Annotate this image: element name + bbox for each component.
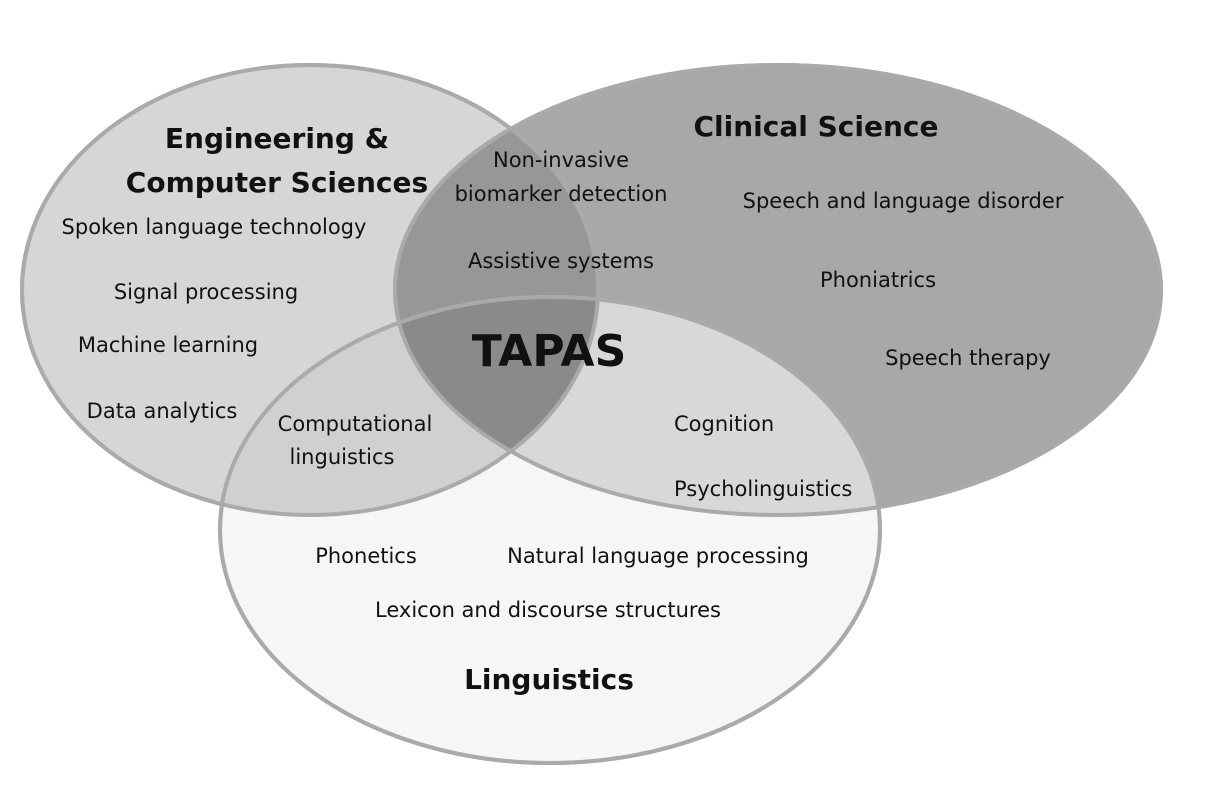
overlap-eng-clinical-line2: biomarker detection (455, 182, 668, 206)
overlap-clin-ling-cognition: Cognition (674, 412, 774, 436)
clinical-item-speech-language-disorder: Speech and language disorder (743, 189, 1064, 213)
linguistics-outline (218, 295, 882, 765)
engineering-heading-line2: Computer Sciences (126, 166, 428, 199)
linguistics-item-phonetics: Phonetics (315, 544, 417, 568)
engineering-item-spoken-language: Spoken language technology (62, 215, 367, 239)
linguistics-heading: Linguistics (464, 663, 634, 696)
clinical-outline (393, 63, 1163, 517)
overlap-clin-ling-psycholinguistics: Psycholinguistics (674, 477, 852, 501)
clinical-item-speech-therapy: Speech therapy (885, 346, 1051, 370)
engineering-item-machine-learning: Machine learning (78, 333, 258, 357)
engineering-heading-line1: Engineering & (165, 122, 389, 155)
linguistics-item-lexicon: Lexicon and discourse structures (375, 598, 721, 622)
engineering-item-signal-processing: Signal processing (114, 280, 298, 304)
overlap-eng-ling-line1: Computational (278, 412, 433, 436)
overlap-eng-clinical-line1: Non-invasive (493, 148, 629, 172)
overlap-eng-clinical-assistive: Assistive systems (468, 249, 654, 273)
engineering-outline (20, 63, 600, 517)
engineering-item-data-analytics: Data analytics (87, 399, 238, 423)
overlap-eng-ling-line2: linguistics (290, 445, 395, 469)
clinical-item-phoniatrics: Phoniatrics (820, 268, 936, 292)
clinical-heading: Clinical Science (694, 110, 939, 143)
linguistics-item-nlp: Natural language processing (507, 544, 809, 568)
center-title: TAPAS (472, 326, 627, 377)
